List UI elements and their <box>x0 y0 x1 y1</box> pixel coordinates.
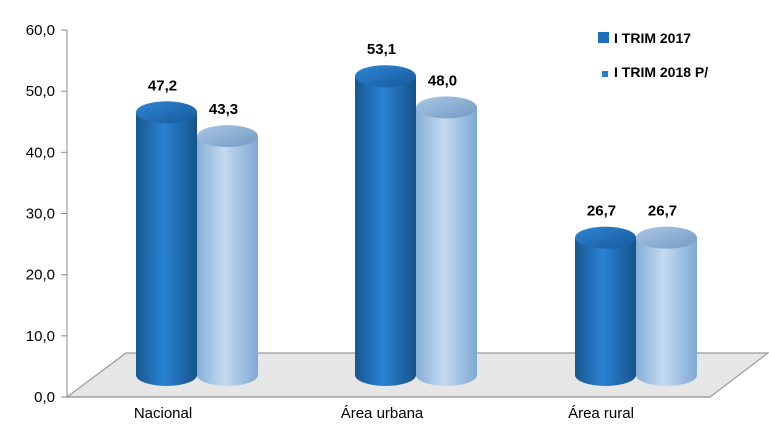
y-tick-label: 50,0 <box>26 83 55 100</box>
bar-top <box>197 125 258 148</box>
bar-trim-2017-2 <box>575 226 636 387</box>
legend-swatch <box>602 71 608 77</box>
bar-body <box>196 136 258 387</box>
y-tick-label: 30,0 <box>26 206 55 223</box>
data-label: 47,2 <box>148 77 177 94</box>
bar-trim-2017-1 <box>355 65 416 387</box>
data-label: 26,7 <box>648 203 677 220</box>
bar-top <box>355 65 416 88</box>
bar-body <box>636 237 697 387</box>
bar-body <box>355 76 416 387</box>
category-label: Nacional <box>134 405 192 422</box>
y-tick-label: 60,0 <box>26 22 55 39</box>
bar-trim-2018-2 <box>636 226 697 387</box>
bar-trim-2017-0 <box>136 101 197 386</box>
y-axis-ticks: 0,0 10,0 20,0 30,0 40,0 50,0 60,0 <box>26 22 67 406</box>
category-label: Área rural <box>568 405 634 422</box>
legend-label: I TRIM 2018 P/ <box>614 64 708 80</box>
bar-top <box>416 96 477 119</box>
category-label: Área urbana <box>341 405 424 422</box>
data-label: 48,0 <box>428 72 457 89</box>
data-label: 26,7 <box>587 203 616 220</box>
legend-swatch <box>598 32 609 43</box>
y-tick-label: 40,0 <box>26 144 55 161</box>
bar-trim-2018-1 <box>416 96 477 387</box>
data-label: 43,3 <box>209 101 238 118</box>
category-labels: Nacional Área urbana Área rural <box>134 405 634 422</box>
bar-body <box>416 107 477 387</box>
y-tick-label: 10,0 <box>26 328 55 345</box>
bars-group: 47,2 43,3 53,1 48,0 26,7 26,7 <box>136 41 697 387</box>
bar-body <box>136 112 197 386</box>
bar-top <box>136 101 197 124</box>
legend: I TRIM 2017 I TRIM 2018 P/ <box>598 30 708 80</box>
bar-body <box>575 237 636 387</box>
data-label: 53,1 <box>367 41 396 58</box>
y-tick-label: 20,0 <box>26 267 55 284</box>
bar-trim-2018-0 <box>196 125 258 387</box>
bar-top <box>636 226 697 249</box>
y-tick-label: 0,0 <box>34 389 55 406</box>
bar-top <box>575 226 636 249</box>
legend-label: I TRIM 2017 <box>614 30 691 46</box>
